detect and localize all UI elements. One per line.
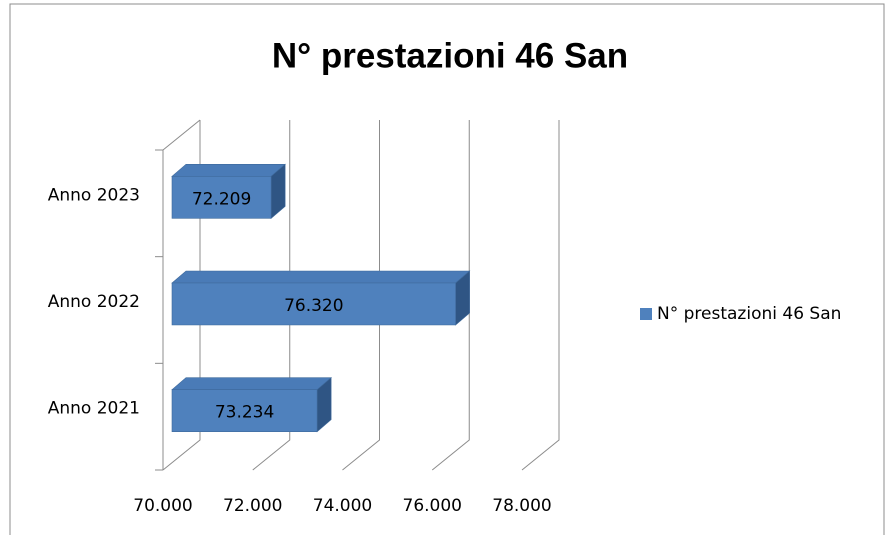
chart-frame (9, 3, 885, 535)
legend-label: N° prestazioni 46 San (657, 304, 841, 324)
y-tick-label: Anno 2021 (48, 399, 140, 419)
bar-top (171, 377, 332, 390)
legend-swatch (640, 308, 652, 320)
wall-edge (162, 119, 201, 151)
bar-top (171, 164, 286, 177)
x-tick-label: 74.000 (313, 496, 372, 516)
grid-line (252, 120, 291, 471)
chart-title: N° prestazioni 46 San (272, 36, 628, 75)
grid-line (521, 120, 560, 471)
x-tick-label: 76.000 (403, 496, 462, 516)
bar-front (171, 389, 318, 432)
bar (171, 163, 286, 219)
bar-front (171, 282, 456, 326)
x-tick-label: 78.000 (492, 496, 551, 516)
x-tick-label: 70.000 (133, 496, 192, 516)
value-label: 73.234 (215, 403, 274, 423)
y-tick-label: Anno 2023 (48, 185, 140, 205)
bar-top (171, 270, 471, 284)
value-label: 76.320 (284, 296, 343, 316)
bar-front (171, 176, 272, 219)
y-tick-label: Anno 2022 (48, 292, 140, 312)
bar (171, 270, 471, 326)
grid-line (162, 120, 201, 471)
bar (171, 377, 332, 433)
x-tick-label: 72.000 (223, 496, 282, 516)
grid-line (342, 120, 380, 471)
value-label: 72.209 (192, 189, 251, 209)
grid-line (431, 120, 470, 471)
